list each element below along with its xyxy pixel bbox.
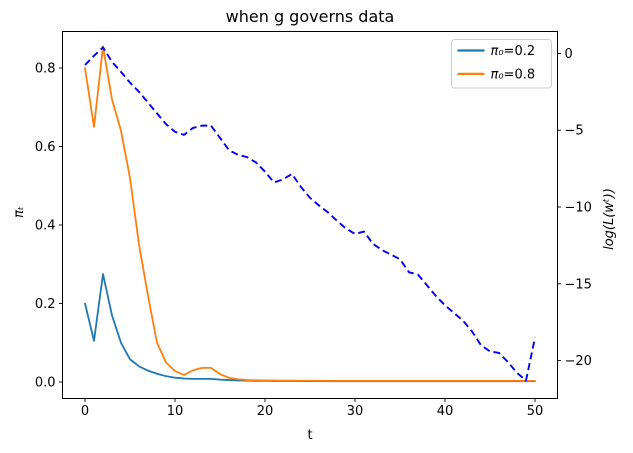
x-tick-label: 10 <box>167 404 184 419</box>
y-right-tick-label: −20 <box>565 354 592 369</box>
x-tick-label: 30 <box>347 404 364 419</box>
y-axis-label-left: πₜ <box>12 206 27 218</box>
y-right-tick-label: −15 <box>565 277 592 292</box>
x-tick-label: 0 <box>81 404 89 419</box>
legend-item-label: π₀=0.2 <box>491 44 536 59</box>
y-right-tick-label: −10 <box>565 201 592 216</box>
x-tick-label: 20 <box>257 404 274 419</box>
x-axis-label: t <box>307 428 312 443</box>
series-line-log-likelihood <box>84 46 536 382</box>
x-tick-label: 50 <box>527 404 544 419</box>
y-right-tick-label: −5 <box>565 124 584 139</box>
plot-layer: 0 10 20 30 40 50 0.0 0.2 0.4 0.6 0.8 0 −5 −10 −15 −20 π₀… <box>35 31 592 419</box>
plot-border <box>62 31 558 399</box>
legend-item-label: π₀=0.8 <box>491 68 536 83</box>
legend-box <box>451 39 552 89</box>
series-line-pi0-0-8 <box>84 45 536 382</box>
chart-title: when g governs data <box>226 7 395 26</box>
y-left-tick-label: 0.2 <box>35 297 56 312</box>
y-left-tick-label: 0.4 <box>35 219 56 234</box>
y-left-tick-label: 0.0 <box>35 376 56 391</box>
y-right-tick-label: 0 <box>565 47 573 62</box>
y-left-tick-label: 0.8 <box>35 62 56 77</box>
y-left-tick-label: 0.6 <box>35 140 56 155</box>
y-axis-label-right: log(L(wᵗ)) <box>602 188 617 250</box>
x-tick-label: 40 <box>437 404 454 419</box>
